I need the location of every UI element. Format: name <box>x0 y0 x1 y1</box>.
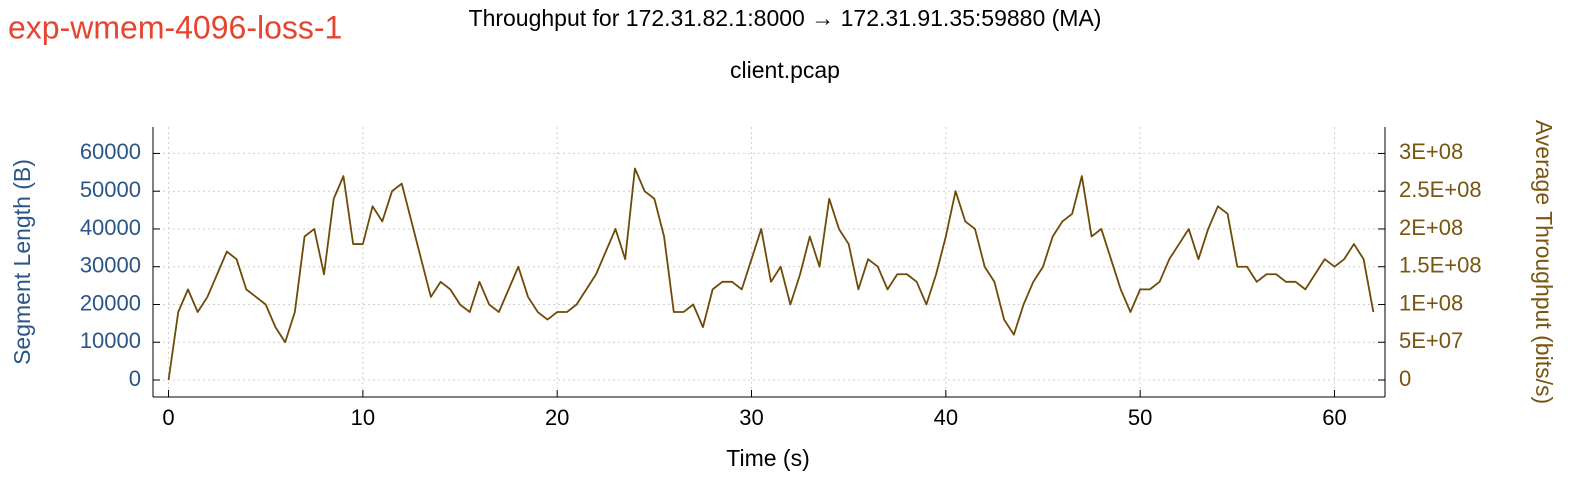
x-tick-label: 0 <box>162 405 174 430</box>
y2-tick-label: 3E+08 <box>1399 139 1463 164</box>
y2-tick-label: 1E+08 <box>1399 290 1463 315</box>
y2-tick-label: 0 <box>1399 366 1411 391</box>
y2-tick-label: 1.5E+08 <box>1399 253 1482 278</box>
header: exp-wmem-4096-loss-1 <box>8 9 342 45</box>
y2-axis-label: Average Throughput (bits/s) <box>1531 120 1557 404</box>
y-tick-label: 20000 <box>80 290 141 315</box>
y-tick-label: 0 <box>129 366 141 391</box>
y-tick-label: 50000 <box>80 177 141 202</box>
x-tick-label: 50 <box>1128 405 1152 430</box>
x-axis-label: Time (s) <box>726 445 809 471</box>
y2-tick-label: 5E+07 <box>1399 328 1463 353</box>
y2-tick-label: 2E+08 <box>1399 215 1463 240</box>
series-line <box>167 167 1375 381</box>
x-tick-label: 20 <box>545 405 569 430</box>
x-tick-label: 40 <box>934 405 958 430</box>
x-tick-label: 60 <box>1322 405 1346 430</box>
chart-subtitle: client.pcap <box>730 57 840 83</box>
y2-tick-label: 2.5E+08 <box>1399 177 1482 202</box>
y-tick-label: 10000 <box>80 328 141 353</box>
x-tick-label: 30 <box>739 405 763 430</box>
y-tick-label: 30000 <box>80 253 141 278</box>
x-tick-label: 10 <box>351 405 375 430</box>
y-axis-label: Segment Length (B) <box>9 159 35 365</box>
chart-title: Throughput for 172.31.82.1:8000 → 172.31… <box>469 5 1102 31</box>
y-tick-label: 60000 <box>80 139 141 164</box>
y-tick-label: 40000 <box>80 215 141 240</box>
